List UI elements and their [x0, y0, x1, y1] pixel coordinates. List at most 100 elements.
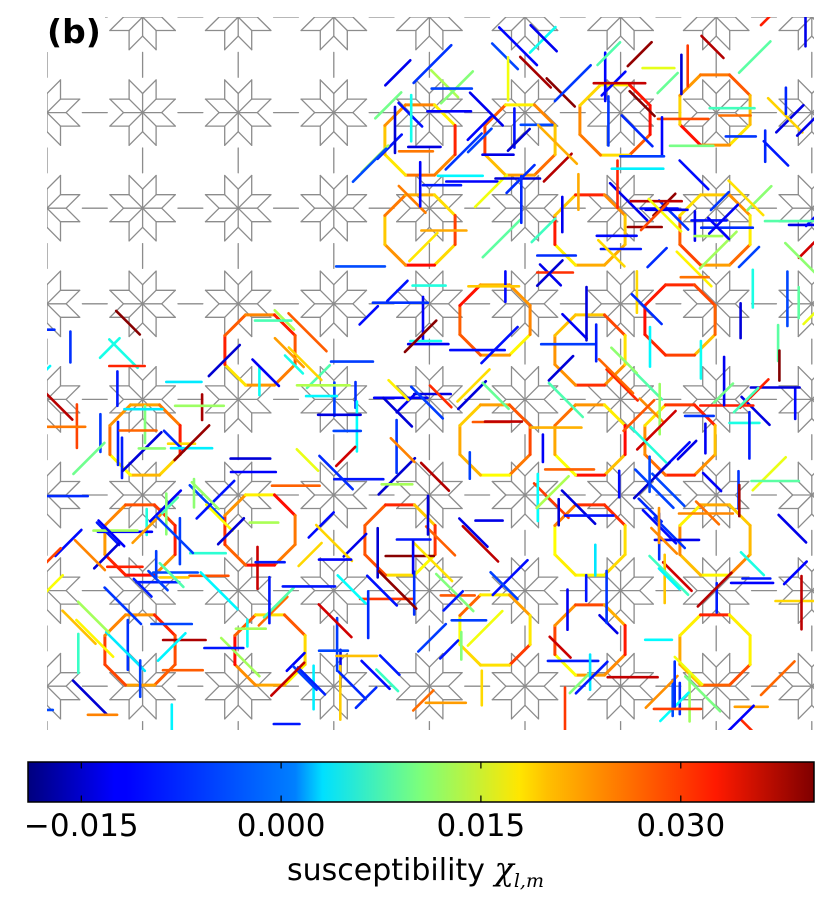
tiling-edge	[778, 480, 794, 496]
tiling-edge	[428, 609, 444, 624]
tiling-edge	[415, 461, 431, 477]
tiling-edge	[141, 207, 157, 223]
susceptibility-bond	[199, 571, 239, 611]
susceptibility-bond	[47, 364, 52, 371]
tiling-edge	[415, 366, 431, 381]
tiling-edge	[510, 303, 526, 318]
susceptibility-bond	[650, 472, 686, 508]
susceptibility-bond	[132, 577, 153, 598]
tiling-edge	[715, 322, 731, 338]
susceptibility-bond	[416, 622, 448, 653]
tiling-edge	[319, 417, 335, 433]
susceptibility-bond	[698, 230, 738, 270]
tiling-edge	[161, 17, 163, 18]
tiling-edge	[797, 303, 813, 318]
tiling-edge	[319, 207, 335, 223]
susceptibility-bond	[103, 553, 127, 577]
colorbar-title-symbol: χ	[494, 850, 514, 888]
susceptibility-bond	[727, 179, 765, 217]
tiling-edge	[141, 226, 157, 242]
tiling-edge	[128, 207, 144, 223]
susceptibility-bond	[383, 153, 407, 177]
tiling-edge	[333, 17, 335, 18]
tiling-edge	[428, 652, 444, 668]
tiling-edge	[204, 480, 220, 496]
tiling-edge	[333, 289, 348, 305]
tiling-edge	[334, 801, 348, 815]
tiling-edge	[619, 557, 635, 573]
tiling-edge	[797, 111, 813, 127]
susceptibility-bond	[297, 541, 323, 568]
tiling-edge	[510, 589, 526, 605]
tiling-edge	[300, 480, 316, 496]
colorbar-title: susceptibility χl,m	[0, 850, 831, 892]
tiling-edge	[128, 194, 144, 209]
colorbar-tick-label: −0.015	[24, 808, 139, 844]
tiling-edge	[587, 207, 603, 223]
susceptibility-bond	[728, 193, 752, 217]
tiling-edge	[128, 385, 144, 401]
tiling-edge	[237, 111, 253, 127]
tiling-edge	[47, 609, 48, 611]
tiling-edge	[587, 576, 603, 592]
tiling-edge	[429, 749, 443, 763]
tiling-edge	[415, 557, 431, 573]
susceptibility-bond	[104, 630, 147, 673]
tiling-edge	[811, 568, 814, 573]
susceptibility-bond	[219, 636, 261, 678]
susceptibility-bond	[762, 139, 790, 167]
tiling-edge	[619, 385, 635, 401]
tiling-edge	[47, 131, 62, 146]
susceptibility-bond	[480, 325, 519, 365]
tiling-edge	[237, 131, 253, 146]
susceptibility-bond	[403, 319, 438, 354]
tiling-edge	[141, 385, 157, 401]
susceptibility-bond	[385, 279, 409, 303]
tiling-edge	[109, 576, 125, 592]
tiling-edge	[224, 207, 239, 223]
tiling-edge	[224, 111, 239, 127]
tiling-edge	[734, 385, 750, 401]
tiling-edge	[812, 749, 826, 763]
tiling-edge	[128, 480, 144, 496]
tiling-edge	[224, 385, 239, 401]
tiling-edge	[510, 704, 526, 720]
tiling-edge	[491, 207, 507, 223]
tiling-edge	[715, 79, 731, 95]
susceptibility-bond	[603, 403, 627, 427]
tiling-edge	[237, 461, 253, 477]
susceptibility-bond	[156, 631, 187, 663]
tiling-edge	[300, 111, 316, 127]
tiling-edge	[639, 289, 654, 305]
tiling-edge	[47, 283, 48, 286]
susceptibility-bond	[643, 333, 667, 357]
tiling-edge	[715, 494, 731, 510]
tiling-edge	[300, 494, 316, 510]
tiling-edge	[47, 557, 62, 573]
tiling-edge	[811, 90, 814, 95]
tiling-edge	[415, 685, 431, 701]
susceptibility-bond	[751, 455, 788, 492]
tiling-edge	[510, 194, 526, 209]
tiling-edge	[524, 303, 540, 318]
susceptibility-bond	[707, 203, 740, 235]
susceptibility-bond	[223, 493, 247, 517]
susceptibility-bond	[397, 184, 427, 214]
susceptibility-bond	[429, 69, 460, 99]
susceptibility-bond	[528, 25, 557, 54]
susceptibility-bond	[782, 560, 809, 586]
tiling-edge	[447, 685, 463, 701]
tiling-edge	[300, 303, 316, 318]
tiling-edge	[621, 749, 635, 763]
susceptibility-bond	[603, 453, 627, 477]
tiling-edge	[141, 704, 157, 720]
tiling-edge	[109, 98, 125, 114]
susceptibility-bond	[491, 558, 529, 597]
susceptibility-bond	[76, 600, 111, 635]
susceptibility-bond	[766, 96, 804, 134]
susceptibility-bond	[103, 503, 127, 527]
tiling-edge	[161, 672, 176, 687]
tiling-edge	[415, 270, 431, 286]
tiling-edge	[639, 685, 654, 701]
